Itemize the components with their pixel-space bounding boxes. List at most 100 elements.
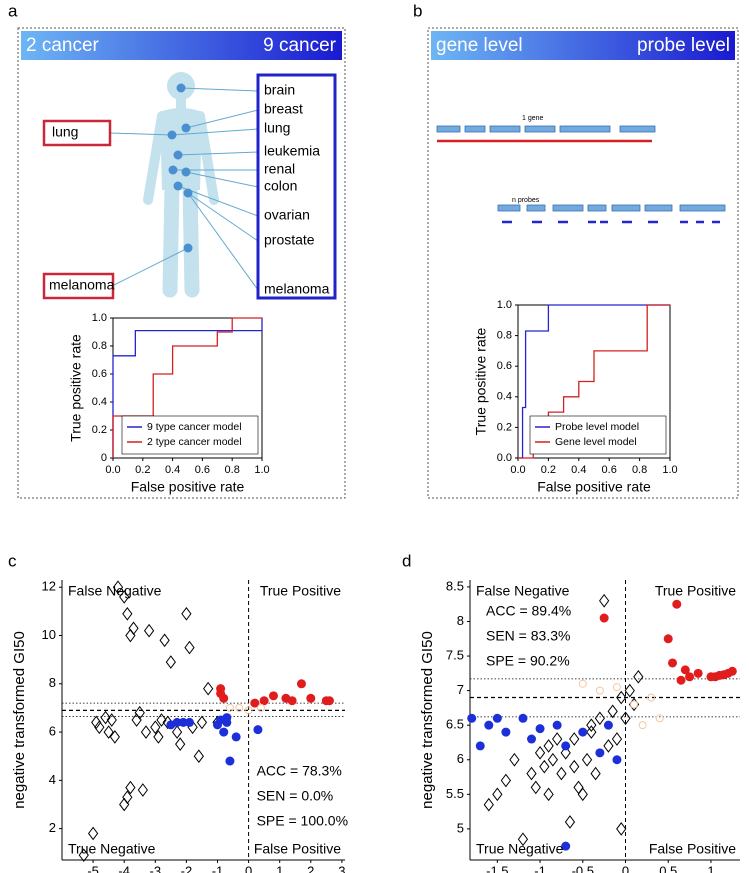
point bbox=[663, 634, 673, 644]
probe-exon-bars bbox=[497, 204, 726, 212]
y-tick-label: 2 bbox=[49, 820, 56, 835]
x-tick-label: 0.4 bbox=[571, 464, 586, 476]
point bbox=[78, 848, 89, 863]
point bbox=[543, 739, 554, 753]
quadrant-label: False Positive bbox=[254, 841, 341, 857]
point bbox=[143, 623, 155, 638]
point bbox=[534, 746, 546, 760]
cancer-type: prostate bbox=[264, 232, 315, 248]
point bbox=[509, 752, 520, 767]
highlighted-type: melanoma bbox=[49, 277, 115, 293]
highlight-box bbox=[42, 272, 115, 300]
point bbox=[106, 713, 117, 727]
point bbox=[595, 686, 604, 695]
point bbox=[655, 714, 664, 723]
x-tick-label: -4 bbox=[118, 863, 130, 873]
point bbox=[203, 681, 214, 696]
point bbox=[547, 752, 559, 767]
point bbox=[556, 766, 567, 781]
roc-curve bbox=[112, 318, 263, 458]
exon-bars bbox=[436, 125, 656, 133]
point bbox=[100, 710, 111, 725]
point bbox=[112, 580, 124, 595]
legend-box bbox=[529, 415, 667, 455]
point bbox=[257, 703, 266, 712]
point bbox=[535, 724, 545, 734]
point bbox=[595, 748, 605, 758]
legend-label: 2 type cancer model bbox=[147, 436, 242, 448]
point bbox=[577, 787, 588, 802]
point bbox=[235, 703, 244, 712]
quadrant-label: True Positive bbox=[260, 583, 341, 599]
x-tick-label: -1 bbox=[534, 863, 546, 873]
y-axis-label: negative transformed GI50 bbox=[11, 631, 28, 809]
point bbox=[91, 715, 102, 730]
panel-box bbox=[17, 27, 346, 499]
y-tick-label: 6 bbox=[49, 724, 56, 739]
x-tick-label: 0.6 bbox=[195, 464, 210, 476]
point bbox=[259, 696, 269, 706]
point bbox=[630, 700, 639, 709]
point bbox=[175, 737, 186, 751]
x-tick-label: -1.5 bbox=[486, 863, 508, 873]
point bbox=[128, 621, 139, 636]
point bbox=[573, 780, 584, 795]
point bbox=[543, 787, 554, 802]
point bbox=[599, 593, 610, 608]
point bbox=[484, 720, 494, 730]
organ-dots bbox=[167, 83, 193, 253]
point bbox=[492, 787, 503, 802]
point bbox=[131, 713, 142, 727]
y-tick-label: 0.0 bbox=[497, 452, 512, 464]
point bbox=[193, 749, 204, 764]
point bbox=[668, 658, 677, 668]
x-tick-label: 0 bbox=[622, 863, 629, 873]
gene-label: 1 gene bbox=[522, 115, 544, 122]
quadrant-label: True Negative bbox=[68, 841, 156, 857]
legend-label: Gene level model bbox=[555, 436, 637, 448]
point bbox=[119, 590, 130, 604]
cancer-type: breast bbox=[264, 101, 303, 117]
y-tick-label: 7 bbox=[457, 682, 464, 697]
x-tick-label: -1 bbox=[212, 863, 224, 873]
point bbox=[586, 725, 597, 739]
stat-label: SPE = 90.2% bbox=[486, 653, 570, 669]
y-tick-label: 0.2 bbox=[497, 421, 512, 433]
point bbox=[172, 717, 182, 727]
x-tick-label: 1 bbox=[707, 863, 714, 873]
point bbox=[633, 669, 644, 684]
cancer-type: melanoma bbox=[264, 281, 330, 297]
y-tick-label: 8 bbox=[457, 613, 464, 628]
x-tick-label: 0.6 bbox=[602, 464, 617, 476]
y-tick-label: 0.8 bbox=[497, 330, 512, 342]
y-tick-label: 0 bbox=[101, 452, 107, 464]
y-tick-label: 0.2 bbox=[92, 424, 107, 436]
point bbox=[693, 668, 703, 678]
cancer-type: renal bbox=[264, 161, 295, 177]
y-tick-label: 5.5 bbox=[446, 786, 464, 801]
point bbox=[222, 713, 232, 723]
point bbox=[178, 717, 188, 727]
point bbox=[225, 703, 234, 712]
x-tick-label: 3 bbox=[338, 863, 345, 873]
point bbox=[526, 766, 537, 781]
point bbox=[561, 841, 571, 851]
x-tick-label: 0.0 bbox=[105, 464, 120, 476]
point bbox=[122, 790, 133, 805]
point bbox=[253, 725, 263, 735]
legend-label: 9 type cancer model bbox=[147, 421, 242, 433]
x-tick-label: 0.4 bbox=[165, 464, 180, 476]
point bbox=[680, 665, 690, 675]
point bbox=[578, 727, 588, 737]
quadrant-label: True Negative bbox=[476, 841, 564, 857]
point bbox=[94, 720, 105, 735]
point bbox=[530, 780, 541, 795]
header-left: 2 cancer bbox=[26, 35, 100, 56]
cancer-type: lung bbox=[264, 120, 290, 136]
point bbox=[184, 640, 195, 655]
x-tick-label: 0.5 bbox=[659, 863, 677, 873]
point bbox=[607, 704, 618, 719]
y-tick-label: 7.5 bbox=[446, 647, 464, 662]
point bbox=[616, 822, 627, 836]
